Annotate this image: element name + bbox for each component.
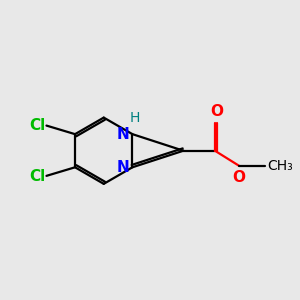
Text: O: O <box>210 104 223 119</box>
Text: O: O <box>232 170 245 185</box>
Text: H: H <box>130 111 140 125</box>
Text: Cl: Cl <box>29 169 45 184</box>
Text: N: N <box>116 160 129 175</box>
Text: CH₃: CH₃ <box>268 159 293 172</box>
Text: N: N <box>116 127 129 142</box>
Text: Cl: Cl <box>29 118 45 133</box>
